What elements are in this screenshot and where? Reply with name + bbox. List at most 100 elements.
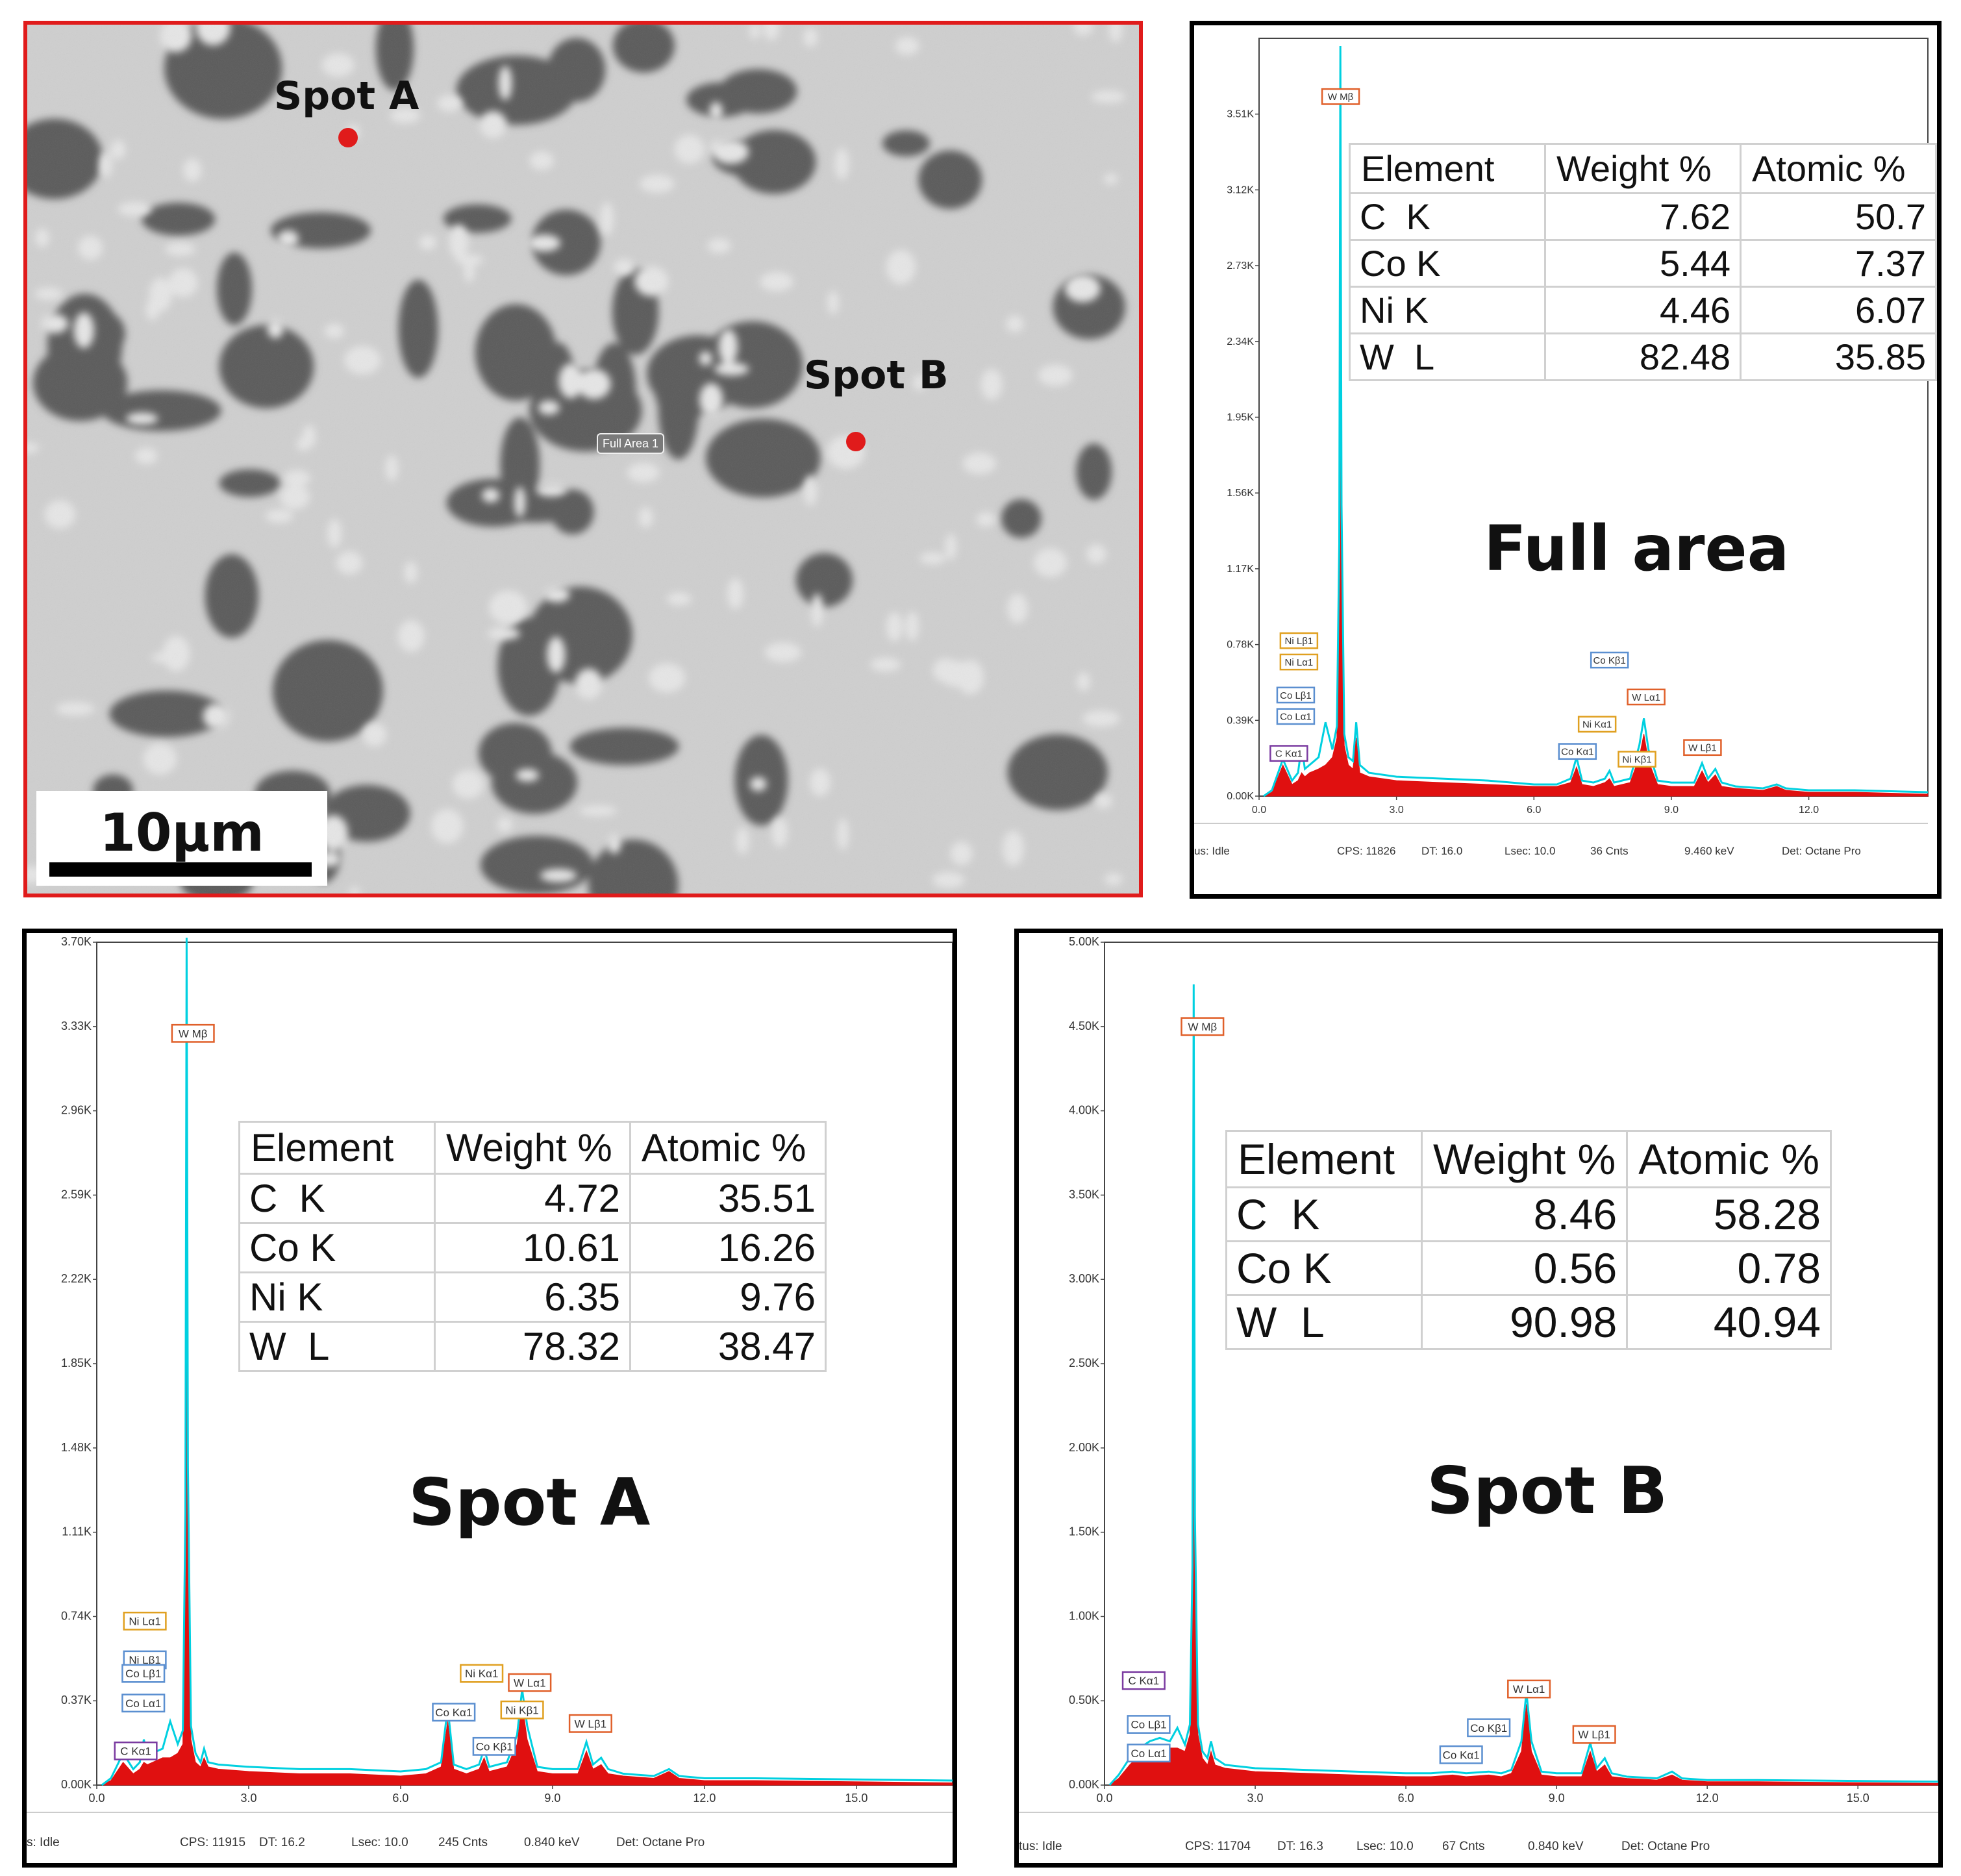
table-row: Co K 0.56 0.78 [1225,1240,1832,1296]
atomic-cell: 40.94 [1626,1294,1832,1350]
table-header-cell: Weight % [434,1121,631,1175]
element-cell: Co K [238,1222,436,1273]
atomic-cell: 50.7 [1740,192,1937,241]
y-tick-label: 3.12K [1227,184,1254,195]
status-field: 36 Cnts [1590,845,1629,857]
weight-cell: 78.32 [434,1321,631,1372]
element-cell: C K [1349,192,1546,241]
atomic-cell: 35.51 [629,1173,827,1224]
x-tick-label: 0.0 [1252,805,1266,816]
table-header-cell: Weight % [1544,143,1742,194]
peak-label: C Kα1 [120,1745,151,1757]
sem-micrograph-panel: Spot A Spot B Full Area 1 10µm [23,21,1143,897]
x-tick-label: 15.0 [845,1792,868,1805]
element-cell: W L [1349,332,1546,381]
table-header-cell: Atomic % [1626,1130,1832,1188]
table-row: W L 78.32 38.47 [238,1321,827,1372]
peak-label-box [472,1736,516,1756]
element-cell: W L [1225,1294,1423,1350]
weight-cell: 7.62 [1544,192,1742,241]
x-tick-label: 15.0 [1847,1792,1869,1805]
spot-b-spectrum-chart: 0.00K 0.50K 1.00K 1.50K 2.00K 2.50K 3.00K 3.50K… [1019,935,1938,1813]
peak-label: Co Kβ1 [1470,1722,1507,1734]
peak-label: Co Lβ1 [1130,1719,1166,1731]
x-tick-label: 12.0 [1799,805,1819,816]
peak-label: Co Kα1 [1561,747,1593,758]
peak-label-box [121,1694,166,1713]
x-tick-label: 0.0 [88,1792,105,1805]
status-field: CPS: 11704 [1185,1840,1251,1853]
peak-label: Ni Lα1 [1285,657,1314,668]
atomic-cell: 9.76 [629,1271,827,1323]
x-tick-label: 3.0 [1390,805,1404,816]
peak-label: Ni Lβ1 [1285,636,1314,647]
weight-cell: 90.98 [1420,1294,1629,1350]
scale-bar [49,862,312,877]
y-tick-label: 0.00K [61,1778,92,1791]
table-row: C K 8.46 58.28 [1225,1186,1832,1242]
element-cell: Ni K [238,1271,436,1323]
y-tick-label: 0.39K [1227,715,1254,726]
x-tick-label: 3.0 [1247,1792,1264,1805]
status-field: us: Idle [1194,845,1230,857]
spectrum-series-fill [1263,53,1929,797]
y-tick-label: 0.00K [1227,791,1254,802]
peak-label-box [1467,1718,1511,1738]
peak-label-box [1276,686,1316,704]
table-header-cell: Element [1349,143,1546,194]
peak-label-box [1276,708,1316,725]
peak-label: Co Lα1 [1130,1747,1166,1760]
status-field: Det: Octane Pro [1782,845,1861,857]
peak-label: W Mβ [1188,1021,1217,1033]
peak-label: W Lα1 [1632,692,1660,703]
table-row: Ni K 6.35 9.76 [238,1271,827,1323]
atomic-cell: 0.78 [1626,1240,1832,1296]
y-tick-label: 1.17K [1227,564,1254,575]
atomic-cell: 38.47 [629,1321,827,1372]
peak-label: Co Lα1 [1280,712,1312,723]
x-tick-label: 6.0 [392,1792,408,1805]
peak-label-box [1121,1671,1166,1690]
x-tick-label: 6.0 [1398,1792,1414,1805]
x-tick-label: 9.0 [1664,805,1679,816]
y-tick-label: 4.50K [1069,1019,1099,1032]
weight-cell: 82.48 [1544,332,1742,381]
y-tick-label: 1.11K [62,1525,92,1538]
sem-micrograph: Spot A Spot B Full Area 1 10µm [27,25,1139,894]
spot-a-label: Spot A [274,73,419,119]
y-tick-label: 2.00K [1069,1441,1099,1454]
y-tick-label: 3.33K [61,1019,92,1032]
peak-label: Co Kβ1 [476,1740,513,1753]
x-tick-label: 6.0 [1527,805,1541,816]
status-field: CPS: 11826 [1337,845,1396,857]
status-field: CPS: 11915 [180,1836,246,1849]
x-tick-label: 9.0 [1549,1792,1565,1805]
status-field: DT: 16.3 [1277,1840,1323,1853]
weight-cell: 6.35 [434,1271,631,1323]
weight-cell: 0.56 [1420,1240,1629,1296]
y-tick-label: 2.22K [61,1272,92,1285]
spot-a-title: Spot A [408,1464,651,1540]
status-field: Lsec: 10.0 [1356,1840,1414,1853]
status-field: 0.840 keV [524,1836,580,1849]
peak-label-box [1321,88,1360,105]
peak-label-box [1618,751,1656,768]
peak-label: Co Kβ1 [1593,655,1626,666]
spectrum-series-line [1263,45,1929,797]
table-header-cell: Element [238,1121,436,1175]
table-header-cell: Atomic % [629,1121,827,1175]
table-row: Co K 10.61 16.26 [238,1222,827,1273]
table-header-row: Element Weight % Atomic % [238,1121,827,1175]
peak-label-box [121,1664,166,1683]
element-cell: W L [238,1321,436,1372]
table-row: C K 7.62 50.7 [1349,192,1937,241]
status-field: 245 Cnts [438,1836,488,1849]
y-tick-label: 3.51K [1227,109,1254,120]
status-field: Det: Octane Pro [1621,1840,1710,1853]
table-row: W L 90.98 40.94 [1225,1294,1832,1350]
y-tick-label: 2.96K [61,1104,92,1117]
y-tick-label: 2.59K [61,1188,92,1201]
peak-label: Co Lβ1 [125,1668,161,1680]
table-header-cell: Atomic % [1740,143,1937,194]
